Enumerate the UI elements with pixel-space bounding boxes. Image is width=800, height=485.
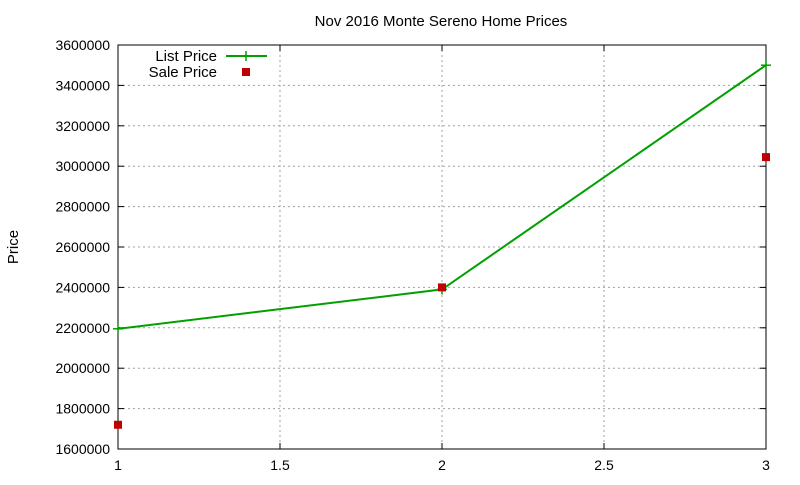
x-tick-label: 2 bbox=[438, 457, 446, 473]
y-tick-label: 3200000 bbox=[55, 118, 110, 134]
y-tick-label: 3400000 bbox=[55, 77, 110, 93]
list-price-point bbox=[113, 323, 123, 334]
legend-plus-swatch bbox=[241, 51, 251, 61]
y-tick-label: 3000000 bbox=[55, 158, 110, 174]
sale-price-point bbox=[114, 420, 122, 429]
x-tick-label: 1.5 bbox=[270, 457, 290, 473]
legend-label: List Price bbox=[155, 48, 217, 65]
x-tick-label: 3 bbox=[762, 457, 770, 473]
legend-square-swatch bbox=[242, 68, 250, 76]
y-tick-label: 1600000 bbox=[55, 441, 110, 457]
y-tick-label: 2000000 bbox=[55, 360, 110, 376]
legend-label: Sale Price bbox=[149, 64, 217, 81]
axes-layer: 1600000 1800000 2000000 2200000 2400000 26000… bbox=[55, 37, 770, 473]
chart-title: Nov 2016 Monte Sereno Home Prices bbox=[315, 13, 568, 30]
y-tick-label: 2200000 bbox=[55, 320, 110, 336]
x-tick-label: 1 bbox=[114, 457, 122, 473]
y-tick-label: 2800000 bbox=[55, 199, 110, 215]
y-tick-label: 1800000 bbox=[55, 401, 110, 417]
y-tick-label: 2600000 bbox=[55, 239, 110, 255]
y-tick-label: 3600000 bbox=[55, 37, 110, 53]
sale-price-point bbox=[762, 153, 770, 162]
list-price-point bbox=[761, 60, 771, 71]
grid-layer bbox=[118, 45, 766, 449]
sale-price-point bbox=[438, 283, 446, 292]
series-layer bbox=[113, 60, 771, 429]
y-tick-label: 2400000 bbox=[55, 279, 110, 295]
y-axis-label: Price bbox=[5, 230, 22, 264]
x-tick-label: 2.5 bbox=[594, 457, 614, 473]
